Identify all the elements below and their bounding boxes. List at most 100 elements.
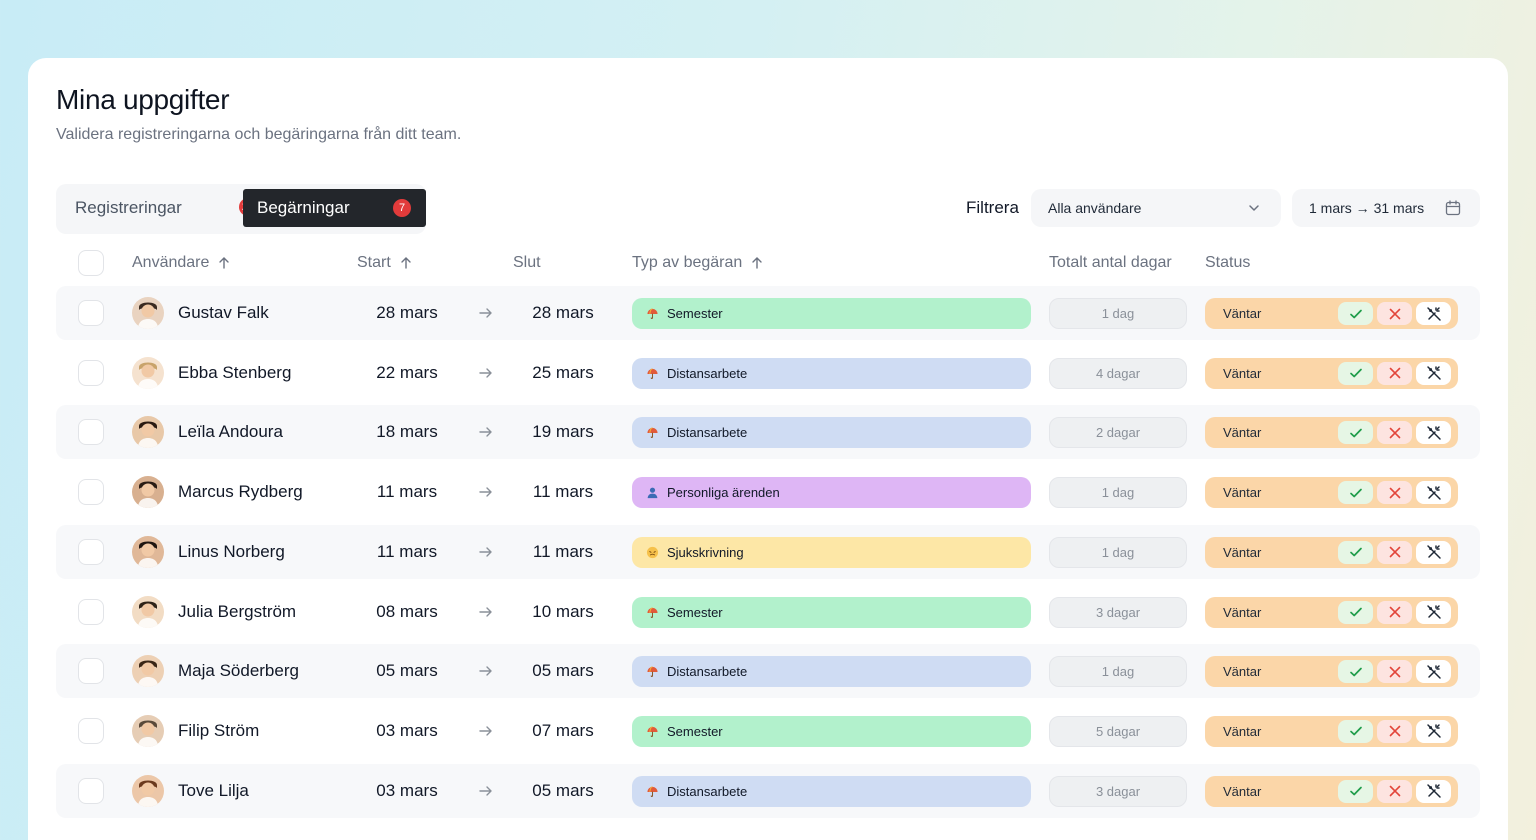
approve-button[interactable] xyxy=(1338,540,1373,564)
row-checkbox[interactable] xyxy=(78,538,104,565)
status-badge: Väntar xyxy=(1223,544,1262,560)
column-label: Användare xyxy=(132,254,210,271)
reject-button[interactable] xyxy=(1377,481,1412,505)
wand-off-icon xyxy=(1426,724,1441,739)
total-days: 1 dag xyxy=(1049,536,1187,568)
column-header-status[interactable]: Status xyxy=(1205,254,1250,272)
check-icon xyxy=(1349,488,1362,497)
row-checkbox[interactable] xyxy=(78,598,104,625)
request-type-pill: Semester xyxy=(632,715,1031,747)
user-name[interactable]: Julia Bergström xyxy=(178,601,297,621)
cancel-request-button[interactable] xyxy=(1416,600,1451,624)
request-type-label: Sjukskrivning xyxy=(667,544,744,560)
reject-button[interactable] xyxy=(1377,600,1412,624)
column-label: Status xyxy=(1205,254,1251,271)
avatar xyxy=(132,714,164,747)
row-checkbox[interactable] xyxy=(78,658,104,685)
check-icon xyxy=(1349,727,1362,736)
user-name[interactable]: Gustav Falk xyxy=(178,303,269,322)
wand-off-icon xyxy=(1426,485,1441,500)
total-days: 3 dagar xyxy=(1049,596,1187,628)
umbrella-icon xyxy=(646,725,659,738)
sort-arrow-up-icon xyxy=(752,257,762,269)
cancel-request-button[interactable] xyxy=(1416,779,1451,803)
status-badge: Väntar xyxy=(1223,306,1262,321)
table-row: Marcus Rydberg 11 mars 11 mars Personlig… xyxy=(56,465,1480,519)
begarningar-count-badge: 7 xyxy=(393,199,411,217)
wand-off-icon xyxy=(1426,545,1441,560)
cancel-request-button[interactable] xyxy=(1416,421,1451,445)
close-icon xyxy=(1389,546,1400,558)
approve-button[interactable] xyxy=(1338,779,1373,803)
start-date: 22 mars xyxy=(376,362,438,382)
reject-button[interactable] xyxy=(1377,660,1412,684)
row-checkbox[interactable] xyxy=(78,419,104,446)
user-filter-select[interactable]: Alla användare xyxy=(1031,189,1281,227)
user-name[interactable]: Leïla Andoura xyxy=(178,422,283,442)
tab-registreringar[interactable]: Registreringar xyxy=(75,189,182,227)
approve-button[interactable] xyxy=(1338,719,1373,743)
reject-button[interactable] xyxy=(1377,302,1412,325)
table-row: Leïla Andoura 18 mars 19 mars Distansarb… xyxy=(56,405,1480,460)
row-checkbox[interactable] xyxy=(78,717,104,744)
user-name[interactable]: Maja Söderberg xyxy=(178,661,299,681)
approve-button[interactable] xyxy=(1338,421,1373,445)
cancel-request-button[interactable] xyxy=(1416,481,1451,505)
status-badge: Väntar xyxy=(1223,783,1262,799)
column-header-user[interactable]: Användare xyxy=(132,254,231,272)
reject-button[interactable] xyxy=(1377,779,1412,803)
wand-off-icon xyxy=(1426,366,1441,380)
user-name[interactable]: Ebba Stenberg xyxy=(178,362,292,382)
check-icon xyxy=(1349,547,1362,557)
row-checkbox[interactable] xyxy=(78,777,104,804)
reject-button[interactable] xyxy=(1377,719,1412,743)
status-cell: Väntar xyxy=(1205,298,1458,329)
row-checkbox[interactable] xyxy=(78,479,104,506)
wand-off-icon xyxy=(1426,784,1441,798)
end-date: 11 mars xyxy=(532,541,594,561)
select-all-checkbox[interactable] xyxy=(78,250,104,276)
status-badge: Väntar xyxy=(1223,365,1262,381)
close-icon xyxy=(1389,606,1400,618)
umbrella-icon xyxy=(646,307,659,320)
status-badge: Väntar xyxy=(1223,425,1262,441)
column-header-end[interactable]: Slut xyxy=(513,254,541,272)
approve-button[interactable] xyxy=(1338,302,1373,325)
approve-button[interactable] xyxy=(1338,600,1373,624)
reject-button[interactable] xyxy=(1377,421,1412,445)
column-header-start[interactable]: Start xyxy=(357,254,413,272)
start-date: 08 mars xyxy=(376,601,438,621)
date-range-value: 1 mars → 31 mars xyxy=(1309,200,1425,216)
cancel-request-button[interactable] xyxy=(1416,719,1451,743)
reject-button[interactable] xyxy=(1377,361,1412,385)
tab-begarningar[interactable]: Begärningar 7 xyxy=(243,189,426,227)
cancel-request-button[interactable] xyxy=(1416,302,1451,325)
wand-off-icon xyxy=(1426,605,1441,619)
approve-button[interactable] xyxy=(1338,660,1373,684)
row-checkbox[interactable] xyxy=(78,359,104,386)
end-date: 25 mars xyxy=(532,362,594,382)
check-icon xyxy=(1349,368,1362,378)
end-date: 05 mars xyxy=(532,661,594,681)
cancel-request-button[interactable] xyxy=(1416,361,1451,385)
column-header-total-days[interactable]: Totalt antal dagar xyxy=(1049,254,1172,272)
approve-button[interactable] xyxy=(1338,481,1373,505)
filter-label: Filtrera xyxy=(966,198,1019,217)
cancel-request-button[interactable] xyxy=(1416,660,1451,684)
row-checkbox[interactable] xyxy=(78,300,104,326)
cancel-request-button[interactable] xyxy=(1416,540,1451,564)
user-name[interactable]: Marcus Rydberg xyxy=(178,482,303,502)
reject-button[interactable] xyxy=(1377,540,1412,564)
tab-label: Begärningar xyxy=(257,198,350,217)
start-date: 03 mars xyxy=(376,720,438,740)
date-range-picker[interactable]: 1 mars → 31 mars xyxy=(1292,189,1480,227)
approve-button[interactable] xyxy=(1338,361,1373,385)
user-name[interactable]: Linus Norberg xyxy=(178,541,285,561)
close-icon xyxy=(1389,427,1400,439)
start-date: 03 mars xyxy=(376,780,438,800)
close-icon xyxy=(1389,367,1400,379)
chevron-down-icon xyxy=(1249,205,1259,211)
column-header-type[interactable]: Typ av begäran xyxy=(632,254,764,272)
user-name[interactable]: Tove Lilja xyxy=(178,780,249,800)
user-name[interactable]: Filip Ström xyxy=(178,720,260,740)
